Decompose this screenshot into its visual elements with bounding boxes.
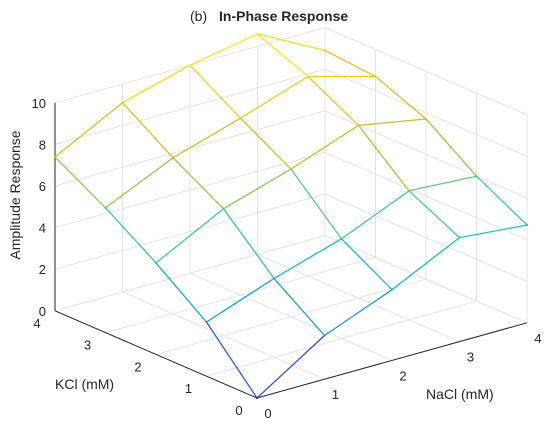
y-axis-label: KCl (mM) xyxy=(55,376,114,392)
surface-point xyxy=(424,117,428,121)
y-tick-label: 4 xyxy=(33,316,40,331)
y-tick-label: 0 xyxy=(235,403,242,418)
surface-edge xyxy=(425,118,477,177)
chart-title: In-Phase Response xyxy=(219,8,348,24)
surface-edge xyxy=(223,168,292,210)
surface-point xyxy=(154,261,158,264)
surface-edge xyxy=(375,75,427,120)
surface-point xyxy=(121,101,124,104)
surface-edge xyxy=(105,207,157,264)
surface-point xyxy=(458,236,461,239)
surface-point xyxy=(475,175,478,178)
surface-edge xyxy=(307,76,359,126)
surface-edge xyxy=(408,190,460,239)
surface-point xyxy=(222,207,225,210)
surface-point xyxy=(205,321,208,324)
surface-point xyxy=(306,75,310,78)
surface-edge xyxy=(273,277,325,336)
x-axis-label: NaCl (mM) xyxy=(426,386,494,402)
z-tick-label: 0 xyxy=(39,304,46,319)
surface-point xyxy=(289,168,293,171)
surface-edge xyxy=(290,168,343,240)
surface-edge xyxy=(122,102,174,159)
surface-edge xyxy=(155,262,207,323)
z-tick-label: 10 xyxy=(32,96,46,111)
surface-edge xyxy=(341,238,393,291)
surface-edge xyxy=(257,33,309,77)
x-tick-label: 0 xyxy=(264,406,271,421)
surface-edge xyxy=(290,124,359,170)
surface-edge xyxy=(122,64,191,104)
surface-edge xyxy=(476,175,528,226)
y-tick-label: 1 xyxy=(185,381,192,396)
surface-layer xyxy=(53,32,529,400)
surface-edge xyxy=(257,33,326,52)
surface-point xyxy=(256,32,259,36)
surface-point xyxy=(323,49,327,52)
surface-edge xyxy=(459,224,528,239)
y-axis-line xyxy=(54,310,258,399)
surface-edge xyxy=(172,117,241,159)
surface-edge xyxy=(54,102,123,158)
x-tick-label: 2 xyxy=(399,368,406,383)
grid-line xyxy=(54,235,326,312)
surface-point xyxy=(272,277,276,280)
surface-point xyxy=(239,117,242,120)
surface-edge xyxy=(408,175,477,192)
surface-edge xyxy=(189,33,258,66)
surface-edge xyxy=(54,156,106,209)
surface-edge xyxy=(391,237,460,291)
surface-edge xyxy=(172,157,224,210)
x-tick-label: 4 xyxy=(534,331,541,346)
grid-layer xyxy=(54,27,528,399)
surface-point xyxy=(407,189,411,192)
surface-point xyxy=(525,223,529,227)
y-tick-label: 3 xyxy=(84,338,91,353)
grid-line xyxy=(105,256,376,334)
surface-edge xyxy=(222,208,275,279)
surface-edge xyxy=(256,335,325,399)
y-tick-label: 2 xyxy=(134,359,141,374)
surface-edge xyxy=(105,157,174,209)
z-tick-label: 2 xyxy=(39,262,46,277)
surface-edge xyxy=(358,118,427,127)
surface-edge xyxy=(324,289,393,337)
surface-edge xyxy=(240,117,292,170)
surface-point xyxy=(390,288,394,291)
surface-edge xyxy=(240,75,309,119)
x-tick-label: 1 xyxy=(332,387,339,402)
z-tick-label: 4 xyxy=(39,221,46,236)
grid-line xyxy=(155,278,427,355)
surface-point xyxy=(53,155,57,158)
x-tick-label: 3 xyxy=(467,350,474,365)
z-axis-label: Amplitude Response xyxy=(7,130,23,259)
surface-edge xyxy=(341,190,410,240)
surface-edge xyxy=(273,238,342,279)
surface-point xyxy=(171,156,175,159)
surface-edge xyxy=(155,208,224,264)
surface-point xyxy=(374,75,377,78)
surface-point xyxy=(188,64,192,67)
grid-line xyxy=(206,300,477,377)
z-tick-label: 8 xyxy=(39,137,46,152)
surface-edge xyxy=(206,277,275,323)
surface-edge xyxy=(324,49,376,77)
chart-title-prefix: (b) xyxy=(190,8,207,24)
surface-edge xyxy=(357,125,410,192)
z-tick-label: 6 xyxy=(39,179,46,194)
surface-point xyxy=(104,206,107,209)
surface-point xyxy=(323,334,326,337)
surface-edge xyxy=(205,321,258,399)
surface-point xyxy=(255,396,259,400)
surface-point xyxy=(357,124,360,127)
x-axis-line xyxy=(256,322,528,399)
surface-point xyxy=(340,237,343,240)
surface-edge xyxy=(189,64,241,119)
